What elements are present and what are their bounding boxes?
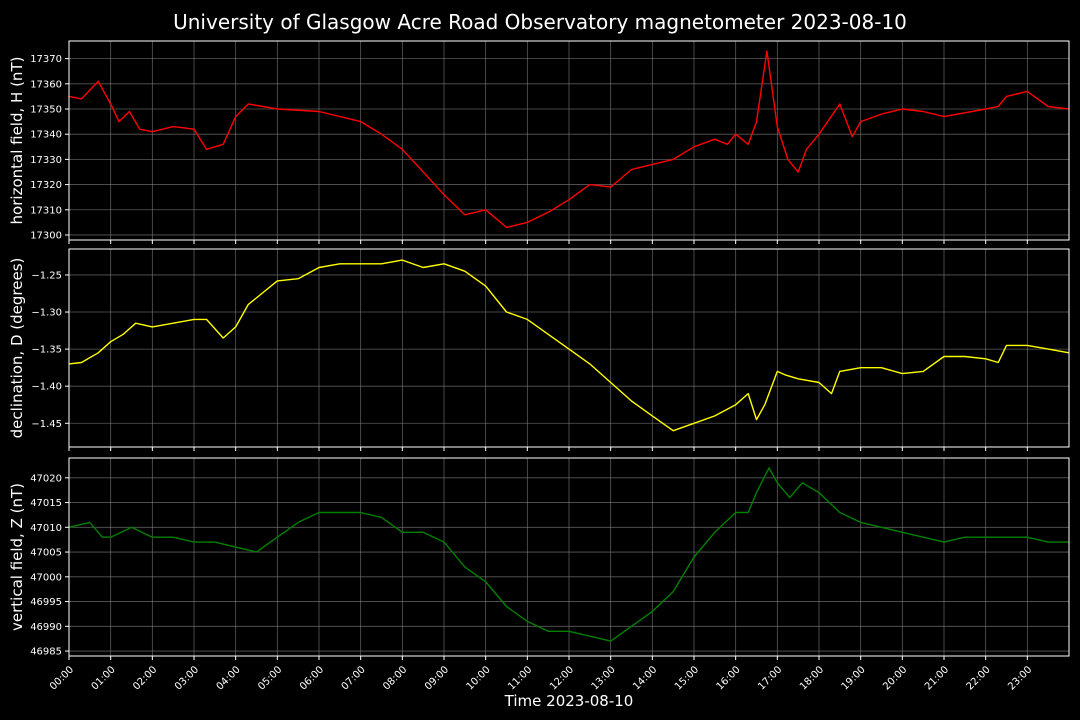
x-tick-label: 10:00 [465, 664, 493, 692]
x-tick-label: 12:00 [548, 664, 576, 692]
y-tick-label: 47000 [30, 572, 62, 583]
x-tick-label: 22:00 [965, 664, 993, 692]
series-line-H [68, 50, 1070, 229]
y-tick-label: 47010 [30, 523, 62, 534]
x-tick-label: 07:00 [340, 664, 368, 692]
y-axis-label-Z: vertical field, Z (nT) [8, 483, 26, 631]
y-tick-label: 17350 [30, 105, 62, 116]
x-tick-label: 09:00 [423, 664, 451, 692]
y-tick-label: 47015 [30, 498, 62, 509]
y-axis-label-D: declination, D (degrees) [8, 258, 26, 439]
panels-group: 17300 17310 17320 17330 17340 17350 17360 17370… [8, 40, 1070, 692]
axes-frame [68, 40, 1070, 241]
y-tick-label: 46985 [30, 647, 62, 658]
x-tick-label: 01:00 [90, 664, 118, 692]
y-tick-label: 17310 [30, 205, 62, 216]
axes-frame [68, 248, 1070, 448]
x-tick-label: 05:00 [256, 664, 284, 692]
x-tick-label: 18:00 [798, 664, 826, 692]
x-tick-label: 19:00 [840, 664, 868, 692]
y-tick-label: −1.30 [31, 308, 62, 319]
panel-H: 17300 17310 17320 17330 17340 17350 17360 17370… [8, 40, 1070, 244]
y-tick-label: 17340 [30, 130, 62, 141]
series-line-Z [68, 467, 1069, 642]
y-tick-label: 47020 [30, 473, 62, 484]
x-tick-label: 06:00 [298, 664, 326, 692]
y-tick-label: −1.35 [31, 345, 62, 356]
y-tick-label: 46990 [30, 622, 62, 633]
x-tick-label: 20:00 [881, 664, 909, 692]
x-tick-label: 00:00 [48, 664, 76, 692]
x-tick-label: 15:00 [673, 664, 701, 692]
x-axis-label: Time 2023-08-10 [504, 692, 634, 710]
x-tick-label: 08:00 [381, 664, 409, 692]
y-tick-label: 17300 [30, 230, 62, 241]
x-tick-label: 13:00 [590, 664, 618, 692]
y-axis-label-H: horizontal field, H (nT) [8, 57, 26, 225]
y-tick-label: −1.40 [31, 382, 62, 393]
x-tick-label: 21:00 [923, 664, 951, 692]
figure-title: University of Glasgow Acre Road Observat… [173, 10, 907, 34]
x-tick-label: 04:00 [215, 664, 243, 692]
series-line-D [68, 259, 1070, 432]
x-tick-label: 02:00 [131, 664, 159, 692]
axes-frame [68, 457, 1070, 657]
y-tick-label: −1.45 [31, 419, 62, 430]
x-tick-label: 14:00 [631, 664, 659, 692]
y-tick-label: 17320 [30, 180, 62, 191]
y-tick-label: 17330 [30, 155, 62, 166]
panel-D: −1.45 −1.40 −1.35 −1.30 −1.25 declination, D … [8, 248, 1070, 451]
y-tick-label: 17370 [30, 54, 62, 65]
y-tick-label: 17360 [30, 79, 62, 90]
y-tick-label: −1.25 [31, 270, 62, 281]
y-tick-label: 47005 [30, 548, 62, 559]
panel-Z: 00:00 01:00 02:00 03:00 04:00 05:00 06:00 07:00… [8, 457, 1070, 692]
x-tick-label: 17:00 [756, 664, 784, 692]
y-tick-label: 46995 [30, 597, 62, 608]
x-tick-label: 23:00 [1006, 664, 1034, 692]
x-tick-label: 16:00 [715, 664, 743, 692]
x-tick-label: 03:00 [173, 664, 201, 692]
x-tick-label: 11:00 [506, 664, 534, 692]
